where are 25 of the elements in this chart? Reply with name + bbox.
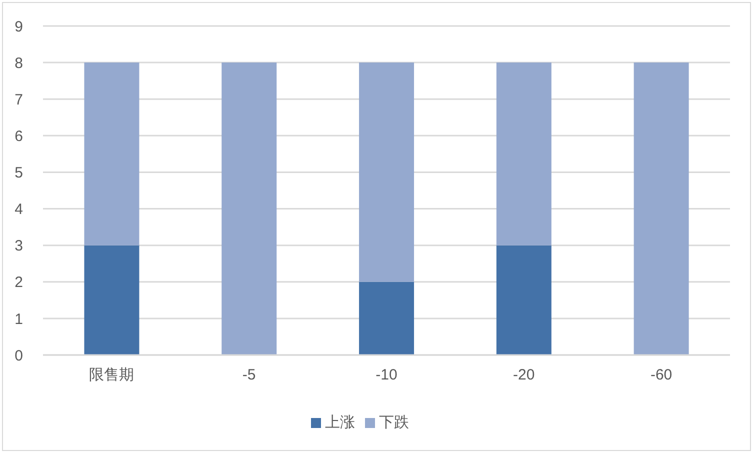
y-tick-label: 5: [14, 164, 23, 182]
y-tick-label: 9: [14, 18, 23, 36]
legend-label: 上涨: [325, 414, 355, 431]
y-tick-label: 6: [14, 128, 23, 145]
y-tick-label: 4: [14, 201, 23, 218]
bar: [496, 245, 552, 355]
bar: [359, 62, 414, 282]
bar: [634, 62, 689, 355]
y-tick-label: 3: [14, 238, 23, 255]
y-tick-label: 1: [14, 310, 23, 328]
bar: [222, 62, 277, 355]
y-tick-label: 0: [14, 347, 23, 364]
bar: [359, 282, 414, 355]
bar: [84, 245, 140, 355]
x-tick-label: -20: [513, 366, 535, 384]
legend-label: 下跌: [379, 414, 409, 431]
x-tick-label: -60: [650, 366, 672, 384]
y-tick-label: 2: [14, 274, 23, 292]
bar: [84, 62, 140, 246]
y-tick-label: 7: [14, 91, 23, 108]
x-tick-label: 限售期: [89, 366, 134, 384]
x-tick-label: -5: [242, 366, 256, 384]
x-tick-label: -10: [376, 366, 398, 384]
y-tick-label: 8: [14, 54, 23, 72]
bar: [496, 62, 552, 246]
